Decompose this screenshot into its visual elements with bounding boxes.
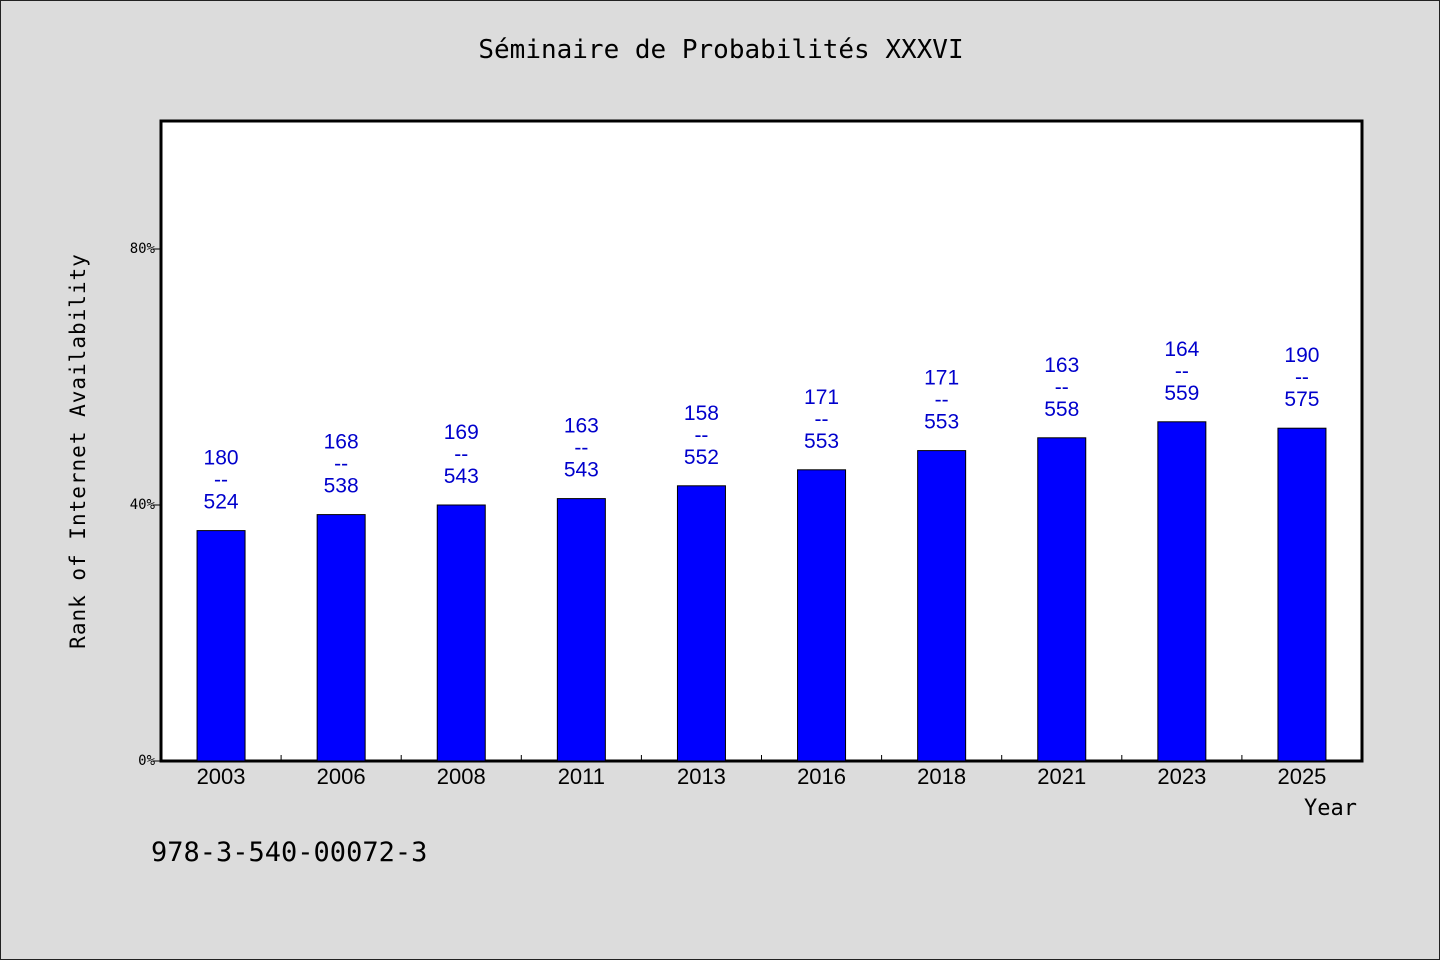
x-tick-label: 2011 — [558, 764, 605, 789]
data-label: 538 — [324, 475, 359, 498]
x-tick-label: 2023 — [1157, 764, 1206, 789]
bar — [196, 530, 246, 762]
data-label: 543 — [444, 465, 479, 488]
data-label: 158 — [684, 402, 719, 425]
x-tick-label: 2018 — [917, 764, 966, 789]
data-label: 163 — [1044, 354, 1079, 377]
x-tick-label: 2013 — [677, 764, 726, 789]
data-label: -- — [214, 469, 228, 492]
bar — [1277, 427, 1327, 762]
x-tick-label: 2003 — [197, 764, 246, 789]
data-label: -- — [935, 389, 949, 412]
data-label: -- — [574, 437, 588, 460]
data-label: 559 — [1164, 382, 1199, 405]
data-label: 575 — [1284, 388, 1319, 411]
data-label: -- — [454, 443, 468, 466]
bar — [556, 498, 606, 762]
data-label: -- — [694, 424, 708, 447]
data-label: 524 — [204, 491, 239, 514]
x-tick-label: 2021 — [1037, 764, 1086, 789]
bar — [797, 469, 847, 762]
data-label: 169 — [444, 421, 479, 444]
data-label: 553 — [924, 411, 959, 434]
y-tick-label: 40% — [130, 497, 156, 513]
x-tick-label: 2025 — [1277, 764, 1326, 789]
data-label: 164 — [1164, 338, 1199, 361]
bar — [917, 450, 967, 762]
data-label: -- — [1055, 376, 1069, 399]
data-label: 171 — [804, 386, 839, 409]
bar — [316, 514, 366, 762]
data-label: -- — [334, 453, 348, 476]
y-axis-label: Rank of Internet Availability — [66, 253, 90, 649]
y-tick-label: 80% — [130, 241, 156, 257]
data-label: 558 — [1044, 398, 1079, 421]
data-label: 190 — [1284, 344, 1319, 367]
data-label: 553 — [804, 430, 839, 453]
x-tick-label: 2006 — [317, 764, 366, 789]
data-label: 171 — [924, 367, 959, 390]
data-label: 552 — [684, 446, 719, 469]
x-tick-label: 2008 — [437, 764, 486, 789]
isbn-footnote: 978-3-540-00072-3 — [151, 837, 428, 868]
x-axis-label: Year — [1304, 796, 1357, 821]
data-label: -- — [1175, 360, 1189, 383]
data-label: 180 — [204, 447, 239, 470]
bar — [676, 485, 726, 762]
chart-title: Séminaire de Probabilités XXXVI — [478, 35, 964, 65]
bar — [1157, 421, 1207, 762]
data-label: -- — [1295, 366, 1309, 389]
data-label: -- — [815, 408, 829, 431]
bar — [1037, 437, 1087, 762]
x-tick-label: 2016 — [797, 764, 846, 789]
data-label: 163 — [564, 415, 599, 438]
y-tick-label: 0% — [138, 753, 155, 769]
data-label: 543 — [564, 459, 599, 482]
data-label: 168 — [324, 431, 359, 454]
bar — [436, 504, 486, 762]
